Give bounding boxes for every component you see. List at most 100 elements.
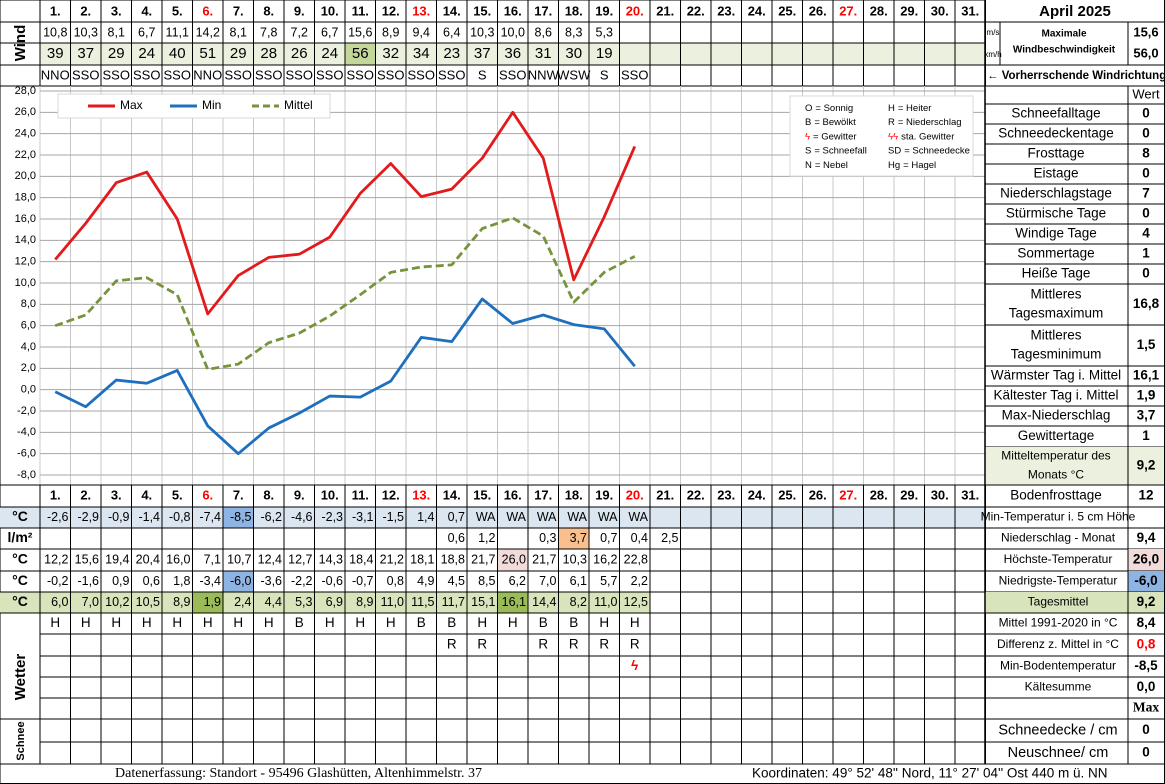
cell-value: 12,2 [44, 552, 68, 566]
cell-value: -6,2 [260, 510, 282, 524]
weather-code: H [264, 615, 274, 630]
row-bg [284, 592, 315, 613]
cell-value: 21,2 [380, 552, 404, 566]
row-unit: °C [12, 572, 28, 588]
wind-dir: S [600, 67, 609, 82]
side-label: Neuschnee/ cm [1008, 745, 1109, 761]
wind-ms: 10,0 [501, 25, 525, 39]
cell-value: 7,1 [204, 552, 221, 566]
y-tick-label: 18,0 [15, 192, 36, 204]
cell-value: 5,7 [600, 574, 617, 588]
cell-value: 7,0 [539, 574, 556, 588]
code-legend-entry: O = Sonnig [805, 103, 853, 114]
weather-code: R [538, 637, 548, 652]
side-label: Kältesumme [1025, 680, 1092, 694]
cell-value: 4,9 [417, 574, 434, 588]
stat-label: Gewittertage [1018, 428, 1095, 443]
day-label: 1. [50, 487, 61, 502]
side-label: Mittel 1991-2020 in °C [999, 616, 1118, 630]
cell-value: 6,0 [51, 595, 68, 609]
side-value: 9,2 [1137, 594, 1156, 609]
wind-ms: 7,8 [260, 25, 277, 39]
cell-value: 2,2 [631, 574, 648, 588]
day-label: 2. [80, 3, 91, 18]
wind-dir: SSO [164, 67, 191, 82]
wind-kmh: 30 [565, 45, 582, 62]
row-bg [345, 592, 376, 613]
cell-value: 4,4 [265, 595, 282, 609]
day-label: 29. [900, 487, 918, 502]
cell-value: -2,6 [47, 510, 69, 524]
cell-value: -3,6 [260, 574, 282, 588]
day-label: 31. [961, 487, 979, 502]
cell-value: 18,1 [410, 552, 434, 566]
direction-note: ← Vorherrschende Windrichtung [987, 70, 1165, 82]
wind-ms: 10,3 [74, 25, 98, 39]
code: ϟ [805, 131, 810, 142]
cell-value: 11,0 [381, 595, 404, 609]
row-bg [131, 592, 162, 613]
side-value: 0 [1142, 745, 1150, 760]
stat-value: 12 [1138, 488, 1153, 503]
wind-kmh: 51 [199, 45, 216, 62]
code: N [805, 159, 812, 170]
code-legend-entry: SD = Schneedecke [888, 145, 970, 156]
unit-ms: m/s [987, 28, 1000, 37]
cell-value: 8,5 [478, 574, 495, 588]
wind-ms: 8,6 [535, 25, 552, 39]
stat-label: Tagesminimum [1011, 347, 1102, 362]
wind-ms: 6,7 [138, 25, 155, 39]
wind-ms: 8,9 [382, 25, 399, 39]
cell-value: 8,2 [570, 595, 587, 609]
side-value: 26,0 [1133, 552, 1159, 567]
cell-value: 0,7 [448, 510, 465, 524]
day-label: 7. [233, 3, 244, 18]
code: Hg [888, 159, 900, 170]
legend-label: Min [202, 98, 221, 112]
code: O [805, 103, 812, 114]
cell-value: WA [598, 510, 618, 524]
y-tick-label: -4,0 [17, 426, 36, 438]
cell-value: 20,4 [136, 552, 160, 566]
weather-code: H [508, 615, 518, 630]
row-bg [406, 592, 437, 613]
series-line [54, 297, 636, 456]
cell-highlight [223, 571, 254, 592]
day-label: 14. [443, 3, 461, 18]
row-unit: °C [12, 551, 28, 567]
wind-dir: WSW [557, 67, 591, 82]
stat-label: Mittleres [1030, 328, 1081, 343]
stat-value: 9,2 [1137, 458, 1156, 473]
stat-value: 0 [1142, 266, 1150, 281]
day-label: 25. [778, 3, 796, 18]
cell-value: 21,7 [471, 552, 495, 566]
cell-value: 7,0 [82, 595, 99, 609]
side-value-bg [1128, 549, 1165, 571]
stat-label: Schneefalltage [1011, 106, 1100, 121]
day-label: 13. [412, 3, 430, 18]
cell-value: -8,5 [230, 510, 252, 524]
wind-dir: SSO [438, 67, 465, 82]
day-label: 12. [382, 3, 400, 18]
day-label: 19. [595, 487, 613, 502]
row-bg [162, 592, 193, 613]
cell-value: 21,7 [532, 552, 556, 566]
cell-value: 18,4 [349, 552, 373, 566]
day-label: 8. [263, 487, 274, 502]
day-label: 22. [687, 3, 705, 18]
row-bg [101, 592, 132, 613]
stat-value: 7 [1142, 186, 1150, 201]
row-bg [0, 592, 40, 613]
day-label: 1. [50, 3, 61, 18]
cell-value: 8,9 [356, 595, 373, 609]
cell-value: -4,6 [291, 510, 313, 524]
stat-value: 0 [1142, 126, 1150, 141]
weather-code: R [630, 637, 640, 652]
y-tick-label: 8,0 [21, 298, 36, 310]
day-label: 15. [473, 487, 491, 502]
cell-value: 0,6 [143, 574, 160, 588]
row-unit: °C [12, 508, 28, 524]
wind-dir: SSO [347, 67, 374, 82]
snow-label: Schnee [15, 721, 27, 760]
